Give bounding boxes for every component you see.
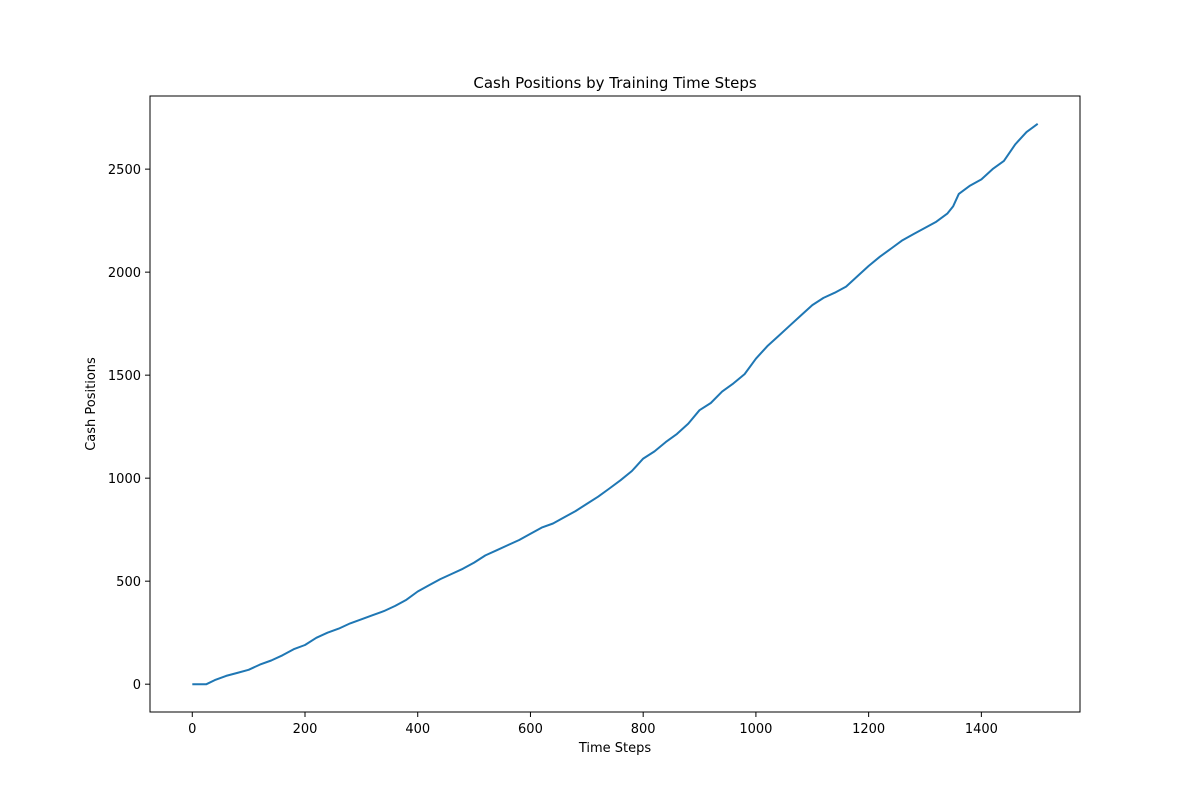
y-tick-label: 0 (133, 678, 141, 693)
y-axis-ticks: 0 500 1000 1500 2000 2500 (108, 163, 150, 693)
series-line (192, 122, 1039, 686)
x-tick-label: 0 (188, 722, 196, 737)
x-axis-label: Time Steps (578, 741, 652, 756)
x-tick-label: 1200 (852, 722, 885, 737)
y-tick-label: 2500 (108, 163, 141, 178)
y-tick-label: 500 (116, 575, 141, 590)
x-tick-label: 1000 (739, 722, 772, 737)
x-tick-label: 200 (293, 722, 318, 737)
y-tick-label: 1000 (108, 472, 141, 487)
chart-title: Cash Positions by Training Time Steps (473, 74, 756, 92)
y-axis-label: Cash Positions (84, 357, 99, 451)
y-tick-label: 1500 (108, 369, 141, 384)
x-tick-label: 800 (631, 722, 656, 737)
x-axis-ticks: 0 200 400 600 800 1000 1200 1400 (188, 712, 998, 737)
x-tick-label: 400 (405, 722, 430, 737)
plot-frame (149, 95, 1081, 713)
x-tick-label: 600 (518, 722, 543, 737)
x-tick-label: 1400 (965, 722, 998, 737)
y-tick-label: 2000 (108, 266, 141, 281)
